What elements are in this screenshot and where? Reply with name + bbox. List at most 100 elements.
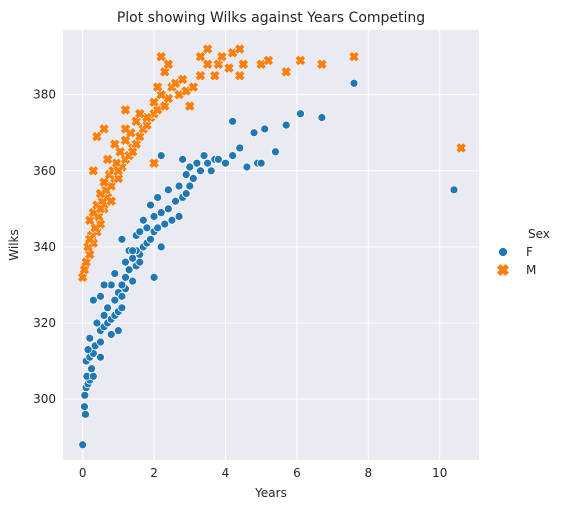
data-point-F	[281, 120, 291, 130]
data-point-F	[181, 170, 191, 180]
data-point-F	[99, 310, 109, 320]
data-point-F	[149, 272, 159, 282]
data-point-F	[188, 174, 198, 183]
data-point-M	[148, 97, 160, 108]
data-point-F	[163, 185, 173, 195]
data-point-F	[117, 234, 127, 244]
y-tick-label: 360	[33, 164, 56, 178]
legend-marker-F	[498, 247, 508, 257]
data-point-M	[105, 195, 117, 207]
data-point-F	[103, 303, 113, 313]
data-point-F	[128, 253, 138, 263]
x-tick-label: 4	[222, 466, 230, 480]
data-point-F	[185, 162, 195, 172]
y-axis-label: Wilks	[7, 229, 21, 260]
y-tick-label: 320	[33, 316, 56, 330]
data-point-F	[85, 333, 95, 343]
data-point-F	[87, 364, 96, 374]
data-point-F	[146, 234, 155, 244]
series-M	[77, 43, 467, 283]
data-point-F	[203, 158, 213, 168]
data-point-F	[96, 291, 105, 301]
data-point-F	[167, 215, 177, 225]
data-point-F	[153, 223, 163, 233]
data-point-M	[163, 59, 174, 70]
data-point-F	[83, 345, 93, 355]
data-point-F	[174, 181, 184, 191]
data-point-F	[181, 189, 191, 199]
data-point-M	[113, 165, 124, 177]
x-axis-label: Years	[254, 486, 287, 500]
data-point-F	[110, 295, 120, 305]
data-point-F	[128, 276, 138, 286]
data-point-F	[156, 208, 166, 218]
data-point-M	[84, 215, 96, 226]
data-point-F	[110, 269, 120, 278]
data-point-F	[92, 318, 102, 328]
data-point-F	[163, 204, 173, 214]
data-point-F	[135, 227, 145, 237]
data-point-M	[177, 74, 188, 85]
data-point-F	[349, 78, 359, 88]
legend: Sex FM	[496, 227, 550, 277]
data-point-M	[98, 176, 110, 188]
data-point-M	[202, 43, 213, 55]
data-point-F	[271, 147, 280, 157]
data-point-M	[95, 203, 106, 215]
data-point-M	[120, 154, 131, 165]
data-point-M	[130, 116, 142, 127]
plot-area	[63, 30, 479, 460]
data-point-M	[209, 70, 221, 81]
x-tick-label: 8	[364, 466, 372, 480]
data-point-M	[234, 43, 245, 55]
x-tick-labels: 0 2 4 6 8 10	[79, 466, 448, 480]
data-point-M	[152, 81, 163, 93]
data-point-M	[98, 123, 110, 135]
data-point-M	[84, 249, 96, 260]
data-point-F	[153, 193, 163, 202]
data-point-M	[120, 123, 131, 135]
data-point-F	[88, 295, 98, 305]
y-tick-label: 340	[33, 240, 56, 254]
data-point-F	[185, 181, 195, 191]
legend-label-M: M	[526, 263, 536, 277]
data-point-F	[156, 151, 166, 160]
legend-marker-M	[496, 263, 510, 277]
data-point-F	[113, 326, 123, 336]
x-tick-label: 2	[150, 466, 158, 480]
data-point-F	[128, 246, 138, 256]
data-point-F	[249, 128, 259, 138]
data-point-M	[159, 100, 171, 112]
data-point-F	[80, 390, 90, 400]
data-point-M	[348, 51, 360, 62]
data-point-M	[102, 154, 113, 165]
data-point-F	[138, 215, 148, 225]
y-tick-labels: 300 320 340 360 380	[33, 88, 56, 406]
data-point-F	[296, 109, 305, 119]
data-point-M	[120, 104, 131, 116]
data-point-M	[188, 81, 199, 93]
data-point-F	[228, 116, 238, 126]
data-point-M	[111, 157, 122, 169]
data-point-M	[79, 264, 90, 275]
data-point-M	[280, 66, 292, 78]
data-point-M	[155, 89, 167, 100]
data-point-F	[317, 113, 327, 122]
data-point-F	[171, 196, 180, 206]
data-point-F	[81, 409, 90, 419]
data-point-F	[142, 223, 152, 233]
y-tick-label: 300	[33, 392, 56, 406]
legend-title: Sex	[528, 227, 550, 241]
data-point-F	[206, 166, 216, 176]
data-point-F	[156, 242, 166, 252]
data-point-M	[84, 234, 96, 245]
legend-label-F: F	[526, 245, 533, 259]
data-point-M	[159, 66, 171, 78]
data-point-F	[78, 440, 88, 450]
data-point-F	[196, 166, 205, 176]
data-point-M	[184, 100, 196, 112]
series-F	[78, 78, 459, 450]
data-point-F	[149, 212, 159, 221]
data-point-M	[195, 51, 206, 62]
data-point-M	[216, 51, 228, 62]
